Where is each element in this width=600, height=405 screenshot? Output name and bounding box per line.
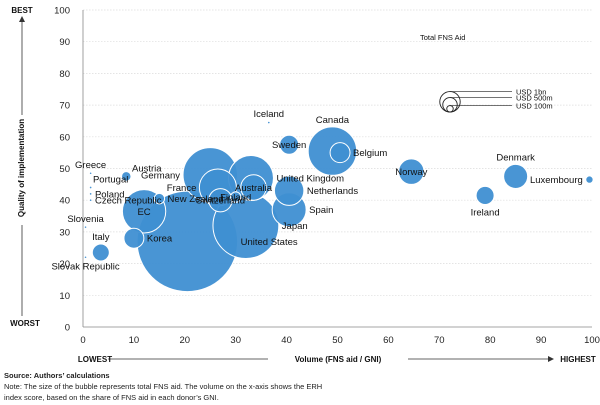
note-line-2: index score, based on the share of FNS a… <box>4 393 219 402</box>
label-iceland: Iceland <box>253 109 284 120</box>
legend-item-label: USD 1bn <box>516 88 546 97</box>
bubble-slovak-republic <box>83 255 88 260</box>
label-new-zealand: New Zealand <box>168 194 224 205</box>
y-tick-label: 60 <box>59 132 70 143</box>
y-tick-label: 50 <box>59 164 70 175</box>
label-canada: Canada <box>316 115 350 126</box>
label-netherlands: Netherlands <box>307 186 358 197</box>
label-ireland: Ireland <box>471 207 500 218</box>
x-axis-title: Volume (FNS aid / GNI) <box>295 355 382 364</box>
y-tick-label: 90 <box>59 37 70 48</box>
y-high-label: BEST <box>11 6 32 15</box>
label-spain: Spain <box>309 205 333 216</box>
y-tick-label: 100 <box>54 6 70 17</box>
label-sweden: Sweden <box>272 140 306 151</box>
bubble-slovenia <box>83 225 88 229</box>
label-germany: Germany <box>141 170 180 181</box>
y-tick-label: 80 <box>59 69 70 80</box>
bubble-australia <box>240 174 267 201</box>
label-slovak-republic: Slovak Republic <box>51 262 119 273</box>
label-portugal: Portugal <box>93 175 128 186</box>
x-tick-label: 20 <box>180 335 191 346</box>
x-tick-label: 90 <box>536 335 547 346</box>
note-line-1: Note: The size of the bubble represents … <box>4 382 322 391</box>
x-tick-label: 70 <box>434 335 445 346</box>
label-finland: Finland <box>220 193 251 204</box>
legend-circle <box>439 91 461 113</box>
x-tick-label: 40 <box>281 335 292 346</box>
x-arrow-head <box>548 356 554 362</box>
label-italy: Italy <box>92 232 110 243</box>
label-austria: Austria <box>132 163 162 174</box>
label-korea: Korea <box>147 234 173 245</box>
x-tick-label: 80 <box>485 335 496 346</box>
bubbles <box>83 120 594 293</box>
x-low-label: LOWEST <box>78 355 112 364</box>
label-slovenia: Slovenia <box>67 214 104 225</box>
bubble-italy <box>91 243 110 262</box>
bubble-korea <box>123 227 145 249</box>
bubble-norway <box>398 158 425 185</box>
bubble-ireland <box>475 185 495 205</box>
label-greece: Greece <box>75 160 106 171</box>
bubble-greece <box>88 171 93 176</box>
tick-labels: 0 10 20 30 40 50 60 70 80 90 100 0 10 20 30 40 50 60 70 80 9… <box>54 6 600 347</box>
x-high-label: HIGHEST <box>560 355 596 364</box>
x-tick-label: 60 <box>383 335 394 346</box>
bubble-finland <box>229 191 242 203</box>
bubble-czech-republic <box>88 198 93 203</box>
y-tick-label: 10 <box>59 291 70 302</box>
bubble-poland <box>88 192 93 196</box>
label-belgium: Belgium <box>353 148 387 159</box>
bubble-new-zealand <box>153 192 166 205</box>
bubble-iceland <box>266 120 271 125</box>
bubble-austria <box>121 171 132 182</box>
label-czech-republic: Czech Republic <box>95 196 162 207</box>
source-note: Source: Authors’ calculations <box>4 371 110 380</box>
data-labels: United States Japan Germany France United Ki… <box>51 109 582 272</box>
bubble-sweden <box>279 134 300 155</box>
x-tick-label: 10 <box>129 335 140 346</box>
label-australia: Australia <box>235 183 273 194</box>
legend-item-label: USD 100m <box>516 102 553 111</box>
y-tick-label: 20 <box>59 259 70 270</box>
label-united-states: United States <box>241 237 298 248</box>
label-france: France <box>167 183 197 194</box>
bubble-portugal <box>88 185 93 190</box>
y-low-label: WORST <box>10 319 40 328</box>
label-denmark: Denmark <box>496 152 535 163</box>
y-tick-label: 30 <box>59 227 70 238</box>
label-luxembourg: Luxembourg <box>530 175 583 186</box>
label-ec: EC <box>137 207 150 218</box>
bubble-luxembourg <box>585 175 594 184</box>
bubble-belgium <box>329 142 351 164</box>
legend-circle <box>446 105 454 113</box>
axes <box>19 10 592 362</box>
x-tick-label: 50 <box>332 335 343 346</box>
y-arrow-head <box>19 16 25 22</box>
label-united-kingdom: United Kingdom <box>276 174 344 185</box>
label-japan: Japan <box>282 221 308 232</box>
x-tick-label: 0 <box>80 335 85 346</box>
y-tick-label: 70 <box>59 101 70 112</box>
legend-title: Total FNS Aid <box>420 33 465 42</box>
y-tick-label: 0 <box>65 323 70 334</box>
label-poland: Poland <box>95 189 125 200</box>
y-axis-title: Quality of implementation <box>17 119 26 217</box>
label-switzerland: Switzerland <box>196 196 245 207</box>
x-tick-label: 30 <box>230 335 241 346</box>
label-norway: Norway <box>395 167 427 178</box>
x-tick-label: 100 <box>584 335 600 346</box>
bubble-netherlands <box>273 175 305 206</box>
bubble-denmark <box>503 163 529 189</box>
y-tick-label: 40 <box>59 196 70 207</box>
legend-item-label: USD 500m <box>516 94 553 103</box>
